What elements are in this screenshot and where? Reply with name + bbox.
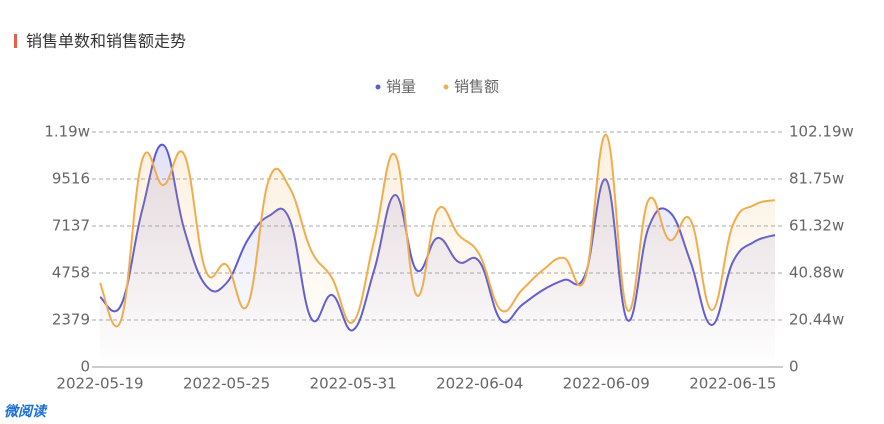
y-tick-label: 2379 — [52, 311, 90, 329]
y2-tick-label: 20.44w — [789, 310, 844, 328]
legend-label: 销量 — [386, 78, 416, 96]
x-tick-label: 2022-06-04 — [436, 375, 523, 393]
y2-tick-label: 40.88w — [789, 263, 844, 281]
legend-label: 销售额 — [454, 78, 499, 96]
legend-dot — [375, 84, 381, 90]
x-tick-label: 2022-05-25 — [183, 375, 270, 393]
chart-title: 销售单数和销售额走势 — [26, 32, 186, 51]
area — [100, 134, 775, 367]
y2-tick-label: 61.32w — [789, 216, 844, 234]
y-tick-label: 7137 — [52, 217, 90, 235]
x-tick-label: 2022-06-15 — [689, 375, 776, 393]
y-tick-label: 0 — [80, 358, 90, 376]
y2-tick-label: 0 — [789, 358, 799, 376]
y2-tick-label: 81.75w — [789, 170, 844, 188]
watermark: 微阅读 — [4, 403, 48, 420]
y-tick-label: 9516 — [52, 170, 90, 188]
title-marker — [14, 34, 17, 48]
x-tick-label: 2022-05-31 — [310, 375, 397, 393]
y2-tick-label: 102.19w — [789, 123, 854, 141]
legend-dot — [443, 84, 449, 90]
series-line — [99, 133, 776, 328]
x-tick-label: 2022-06-09 — [563, 375, 650, 393]
y-tick-label: 1.19w — [44, 123, 90, 141]
y-tick-label: 4758 — [52, 264, 90, 282]
x-tick-label: 2022-05-19 — [56, 375, 143, 393]
